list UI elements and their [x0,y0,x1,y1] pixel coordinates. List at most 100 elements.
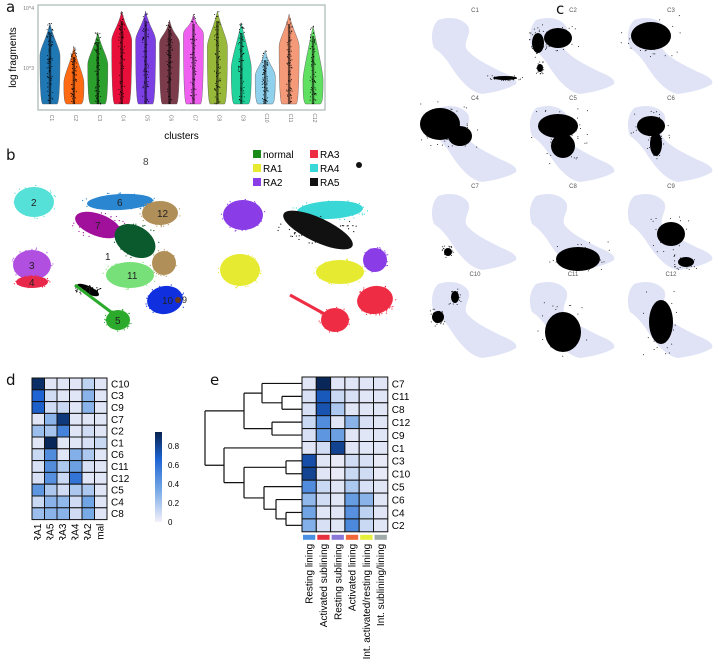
violin-point [74,52,76,54]
violin-point [191,42,193,44]
umap-cluster [81,192,155,211]
violin-point [286,90,288,92]
violin-point [314,92,316,94]
column-color-bar [374,534,387,540]
violin-point [290,50,292,52]
umap-background [627,282,713,358]
violin-point [195,94,197,96]
legend-swatch-RA2 [253,178,261,186]
violin-point [237,68,239,70]
heatmap-cell [56,412,70,426]
violin-point [309,99,311,101]
violin-point [94,43,96,45]
row-label: C9 [392,431,405,442]
violin-point [291,79,293,81]
violin-point [314,81,316,83]
violin-point [291,88,293,90]
violin-point [146,99,148,101]
violin-point [214,89,216,91]
violin-point [290,55,292,57]
row-label: C4 [392,508,405,519]
violin-point [214,53,216,55]
cluster-label: 3 [29,261,35,272]
violin-point [124,46,126,48]
cluster-label: 9 [182,295,187,305]
violin-point [167,40,169,42]
heatmap-cell [315,505,332,520]
x-tick: C6 [168,115,174,122]
violin-point [171,61,173,63]
highlight-region [493,76,517,80]
facet-C2: C2 [529,8,615,94]
umap-cluster [175,297,181,303]
violin-point [119,27,121,29]
highlight-region [545,312,581,352]
heatmap-cell [344,466,360,481]
y-axis-label: log fragments [8,27,19,88]
heatmap-cell [69,377,83,391]
heatmap-cell [330,389,346,404]
highlight-region [650,132,662,156]
violin-point [215,53,217,55]
facet-C4: C4 [420,96,517,182]
violin-point [51,23,53,25]
violin-point [218,56,220,58]
violin-point [94,90,96,92]
heatmap-cell [94,436,108,450]
heatmap-cell [69,483,83,497]
heatmap-cell [373,402,389,417]
violin-point [122,66,124,68]
row-label: C10 [392,470,411,481]
violin-point [118,46,120,48]
violin-point [237,70,239,72]
violin-point [219,92,221,94]
violin-point [310,76,312,78]
violin-point [289,22,291,24]
heatmap-cell [56,448,70,462]
violin-point [51,66,53,68]
violin-point [194,65,196,67]
violin-point [191,20,193,22]
violin-point [76,80,78,82]
umap-cluster [104,309,132,332]
violin-point [168,24,170,26]
x-tick: C4 [120,115,126,122]
violin-point [214,70,216,72]
violin-point [75,55,77,57]
violin-point [72,54,74,56]
heatmap-cell [330,428,346,442]
violin-point [286,21,288,23]
umap-cluster [363,247,389,273]
column-label: RA4 [70,523,81,540]
violin-point [146,85,148,87]
x-tick: C2 [72,115,78,122]
heatmap-cell [344,402,360,417]
violin-point [266,89,268,91]
violin-point [123,24,125,26]
violin-point [119,33,121,35]
facet-title: C10 [469,272,481,278]
violin-point [219,86,221,88]
heatmap-cell [31,495,45,509]
violin-point [262,99,264,101]
legend-label: RA5 [320,178,340,189]
violin-point [243,92,245,94]
heatmap-cell [330,441,346,455]
violin-point [241,26,243,28]
umap-facets: C1 C2 C3 C4 C5 C6 C7 C8 C9 C10 C11 C12 [420,8,713,360]
heatmap-cell [44,448,58,462]
x-tick: C1 [48,115,54,122]
violin-point [290,64,292,66]
violin-point [123,85,125,87]
heatmap-cell [81,389,95,403]
column-label: Activated sublining [319,544,330,627]
heatmap-cell [94,471,108,485]
violin-point [315,94,317,96]
violin-point [217,15,219,17]
violin-point [122,18,124,20]
violin-point [70,53,72,55]
violin-point [314,93,316,95]
violin-point [147,71,149,73]
facet-title: C12 [665,272,677,278]
cluster-label: 11 [127,271,138,282]
